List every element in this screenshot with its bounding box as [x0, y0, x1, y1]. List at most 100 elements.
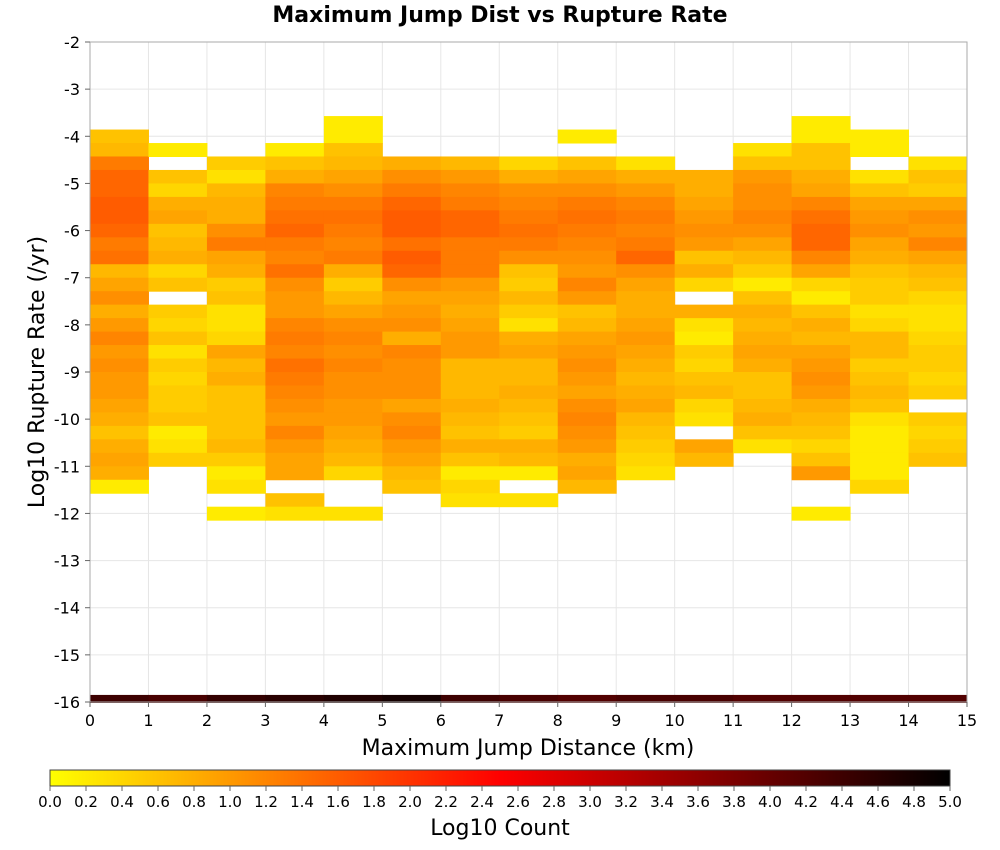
heatmap-cell	[148, 223, 208, 238]
heatmap-cell	[499, 345, 559, 360]
heatmap-cell	[148, 452, 208, 467]
heatmap-cell	[850, 331, 910, 346]
heatmap-cell	[323, 331, 383, 346]
heatmap-cell	[850, 183, 910, 198]
heatmap-cell	[323, 345, 383, 360]
heatmap-cell	[791, 506, 851, 521]
y-tick-label: -8	[64, 316, 80, 335]
heatmap-cell	[440, 277, 500, 292]
heatmap-cell-bottom	[850, 694, 910, 703]
colorbar-tick-label: 3.8	[722, 793, 746, 811]
heatmap-cell	[90, 439, 149, 454]
heatmap-cell	[499, 439, 559, 454]
heatmap-cell	[557, 425, 617, 440]
colorbar-tick-label: 0.2	[74, 793, 98, 811]
x-tick-label: 8	[553, 711, 563, 730]
heatmap-cell	[850, 372, 910, 386]
heatmap-cell	[557, 291, 617, 306]
heatmap-cell	[733, 156, 793, 171]
heatmap-cell	[499, 196, 559, 211]
heatmap-cell	[850, 452, 910, 467]
heatmap-cell	[323, 372, 383, 386]
heatmap-cell	[499, 210, 559, 225]
heatmap-cell	[90, 223, 149, 238]
heatmap-cell	[908, 277, 968, 292]
heatmap-cell	[265, 372, 325, 386]
heatmap-cell-bottom	[90, 694, 149, 703]
heatmap-cell	[616, 385, 676, 400]
heatmap-cell	[791, 264, 851, 279]
heatmap-cell	[557, 264, 617, 279]
heatmap-cell	[265, 385, 325, 400]
heatmap-cell	[265, 439, 325, 454]
y-tick-label: -11	[54, 457, 80, 476]
heatmap-cell	[557, 452, 617, 467]
heatmap-cell	[90, 345, 149, 360]
heatmap-cell	[265, 250, 325, 265]
colorbar-tick-label: 5.0	[938, 793, 962, 811]
heatmap-cell	[206, 452, 266, 467]
heatmap-cell	[499, 452, 559, 467]
heatmap-cell	[499, 318, 559, 333]
heatmap-cell	[206, 412, 266, 427]
heatmap-cell	[791, 196, 851, 211]
heatmap-cell	[382, 156, 442, 171]
x-tick-label: 5	[377, 711, 387, 730]
colorbar-tick-label: 4.4	[830, 793, 854, 811]
x-tick-label: 4	[319, 711, 329, 730]
heatmap-cell	[499, 412, 559, 427]
heatmap-cell-bottom	[206, 694, 266, 703]
heatmap-cell	[674, 372, 734, 386]
y-tick-label: -7	[64, 269, 80, 288]
heatmap-cell	[557, 331, 617, 346]
heatmap-cell	[557, 196, 617, 211]
heatmap-cell	[791, 358, 851, 373]
y-tick-label: -5	[64, 174, 80, 193]
heatmap-cell	[557, 385, 617, 400]
heatmap-cell	[382, 277, 442, 292]
heatmap-cell	[791, 318, 851, 333]
heatmap-cell	[791, 156, 851, 171]
heatmap-cell	[791, 237, 851, 252]
heatmap-cell-bottom	[557, 694, 617, 703]
heatmap-cell	[148, 169, 208, 184]
heatmap-cell-bottom	[148, 694, 208, 703]
heatmap-cell	[382, 398, 442, 413]
heatmap-cell	[616, 372, 676, 386]
x-tick-label: 7	[494, 711, 504, 730]
heatmap-cell	[616, 196, 676, 211]
heatmap-cell	[206, 264, 266, 279]
x-tick-label: 12	[781, 711, 801, 730]
heatmap-cell	[557, 210, 617, 225]
heatmap-cell	[557, 169, 617, 184]
heatmap-cell	[206, 398, 266, 413]
heatmap-cell	[440, 345, 500, 360]
heatmap-cell	[90, 452, 149, 467]
heatmap-cell	[850, 250, 910, 265]
heatmap-cell	[265, 493, 325, 508]
heatmap-cell	[382, 358, 442, 373]
heatmap-cell	[206, 466, 266, 481]
heatmap-cell	[206, 372, 266, 386]
heatmap-cell	[908, 345, 968, 360]
heatmap-cell	[148, 143, 208, 158]
heatmap-cell	[616, 264, 676, 279]
y-tick-label: -15	[54, 646, 80, 665]
heatmap-cell	[440, 439, 500, 454]
heatmap-cell	[674, 169, 734, 184]
heatmap-cell	[382, 291, 442, 306]
heatmap-cell	[674, 183, 734, 198]
colorbar-label: Log10 Count	[430, 816, 570, 841]
heatmap-cell	[148, 372, 208, 386]
heatmap-cell	[499, 156, 559, 171]
heatmap-cell	[265, 291, 325, 306]
x-tick-label: 9	[611, 711, 621, 730]
x-tick-label: 2	[202, 711, 212, 730]
heatmap-cell	[265, 264, 325, 279]
heatmap-cell	[265, 358, 325, 373]
heatmap-cell	[674, 250, 734, 265]
x-tick-label: 13	[840, 711, 860, 730]
heatmap-cell	[674, 439, 734, 454]
heatmap-cell	[908, 156, 968, 171]
